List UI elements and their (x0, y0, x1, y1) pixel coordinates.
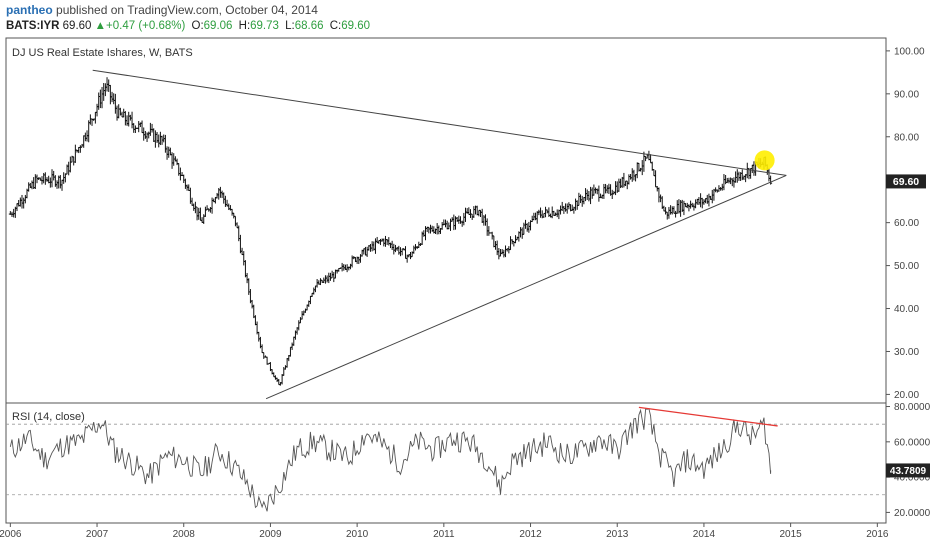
last-price-badge: 69.60 (886, 174, 926, 189)
time-tick-label: 2007 (86, 529, 109, 540)
time-tick-label: 2013 (606, 529, 629, 540)
chart-header: pantheo published on TradingView.com, Oc… (6, 2, 926, 36)
rsi-level-lines (6, 423, 886, 496)
price-change: +0.47 (+0.68%) (106, 20, 186, 32)
high-value: 69.73 (250, 20, 279, 32)
rsi-value-badge-bg (886, 463, 930, 478)
price-panel-border (5, 37, 887, 404)
quote-line: BATS:IYR 69.60 ▲+0.47 (+0.68%) O:69.06 H… (6, 18, 926, 34)
close-label: C: (329, 20, 342, 32)
time-tick-label: 2008 (173, 529, 196, 540)
up-arrow-icon: ▲ (94, 20, 107, 32)
rsi-tick-label: 20.0000 (894, 508, 931, 519)
trendline (92, 69, 787, 176)
price-tick-label: 100.00 (894, 46, 925, 57)
time-tick-label: 2015 (780, 529, 803, 540)
time-axis[interactable]: 2006 2007 2008 2009 2010 2011 2012 2013 2014 2015… (0, 523, 889, 540)
price-tick-label: 40.00 (894, 304, 919, 315)
price-tick-label: 30.00 (894, 347, 919, 358)
time-tick-label: 2014 (693, 529, 716, 540)
low-label: L: (285, 20, 295, 32)
trendline (265, 174, 787, 400)
rsi-tick-label: 40.0000 (894, 473, 931, 484)
high-label: H: (238, 20, 251, 32)
last-price-badge-bg (886, 174, 926, 189)
time-tick-label: 2016 (866, 529, 889, 540)
rsi-tick-label: 60.0000 (894, 437, 931, 448)
rsi-divergence-line (638, 406, 778, 427)
rsi-axis[interactable]: 20.0000 40.0000 60.0000 80.0000 (886, 402, 931, 519)
time-tick-label: 2010 (346, 529, 369, 540)
rsi-line (9, 406, 778, 512)
time-tick-label: 2006 (0, 529, 22, 540)
price-tick-label: 80.00 (894, 132, 919, 143)
price-tick-label: 50.00 (894, 261, 919, 272)
highlight-marker (754, 150, 775, 171)
chart-frame (5, 37, 887, 524)
last-price: 69.60 (62, 20, 92, 32)
rsi-tick-label: 80.0000 (894, 402, 931, 413)
price-bars (8, 77, 773, 386)
close-value: 69.60 (341, 20, 370, 32)
rsi-value-badge: 43.7809 (886, 463, 930, 478)
rsi-value-badge-text: 43.7809 (890, 466, 927, 477)
time-tick-label: 2011 (433, 529, 455, 540)
published-text: published on TradingView.com, October 04… (56, 3, 318, 17)
open-label: O: (191, 20, 204, 32)
trendlines[interactable] (92, 69, 787, 400)
chart-title: DJ US Real Estate Ishares, W, BATS (12, 47, 193, 59)
time-tick-label: 2009 (259, 529, 282, 540)
author-link[interactable]: pantheo (6, 3, 53, 17)
low-value: 68.66 (294, 20, 324, 32)
time-tick-label: 2012 (519, 529, 542, 540)
rsi-panel-border (5, 402, 887, 524)
last-price-badge-text: 69.60 (893, 176, 919, 188)
price-tick-label: 20.00 (894, 390, 919, 401)
rsi-label: RSI (14, close) (12, 411, 85, 423)
publish-line: pantheo published on TradingView.com, Oc… (6, 2, 926, 18)
symbol[interactable]: BATS:IYR (6, 20, 60, 32)
price-axis[interactable]: 20.0030.0040.0050.0060.0070.0080.0090.00… (886, 46, 925, 401)
price-tick-label: 90.00 (894, 89, 919, 100)
price-tick-label: 60.00 (894, 218, 919, 229)
open-value: 69.06 (203, 20, 233, 32)
chart-canvas[interactable]: 20.0030.0040.0050.0060.0070.0080.0090.00… (0, 36, 932, 550)
rsi-series-line (9, 408, 772, 512)
